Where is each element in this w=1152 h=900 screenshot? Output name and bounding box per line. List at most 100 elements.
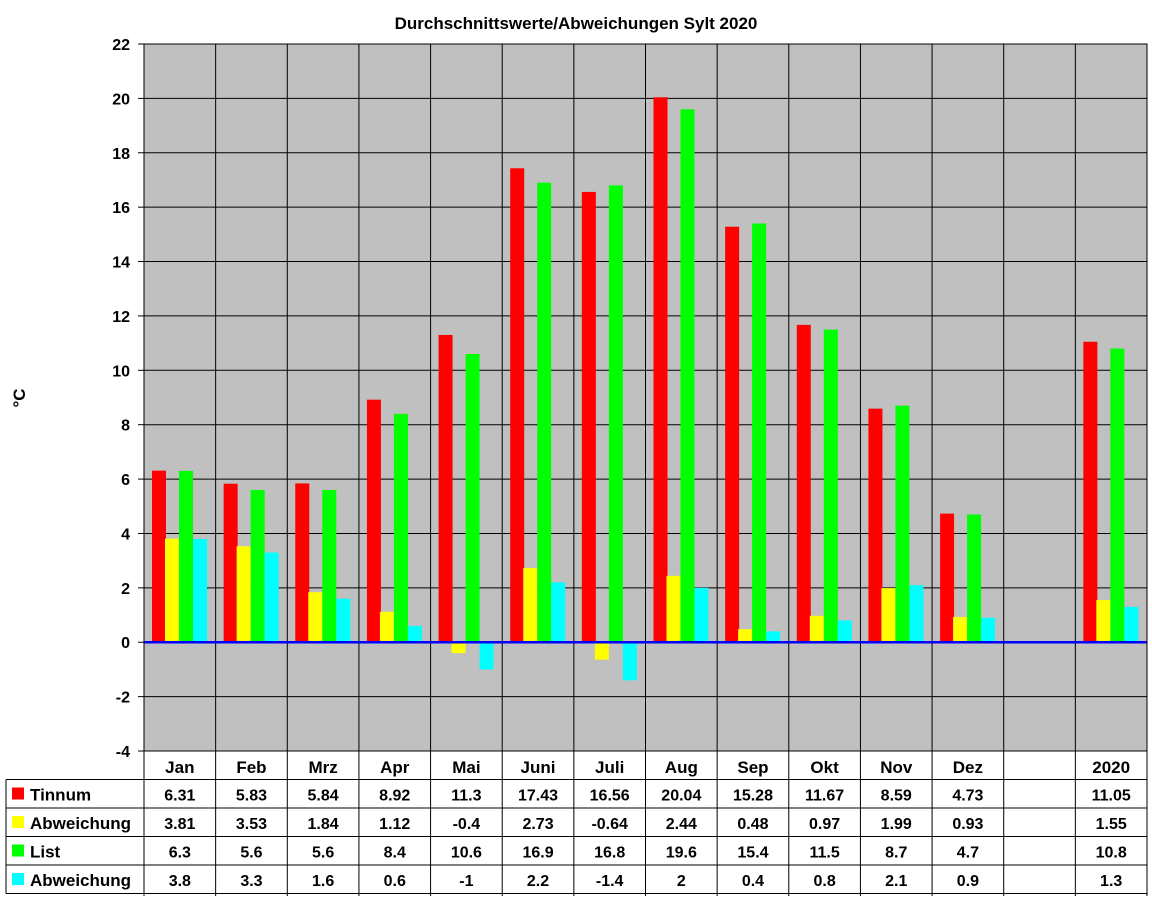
bar (1124, 606, 1139, 643)
legend-key (12, 787, 24, 800)
bar (680, 109, 695, 643)
table-cell: 5.84 (308, 788, 339, 805)
bar (250, 489, 265, 643)
table-cell: 2.2 (527, 873, 549, 890)
x-tick-label: 2020 (1092, 758, 1130, 777)
bar (981, 617, 996, 643)
legend-label: Abweichung (30, 814, 131, 833)
bar (1083, 341, 1098, 643)
table-cell: 8.4 (384, 845, 406, 862)
table-cell: 1.12 (379, 816, 410, 833)
table-cell: -0.4 (453, 816, 481, 833)
bar (322, 489, 337, 643)
bar (165, 538, 179, 643)
table-cell: 0.4 (742, 873, 764, 890)
table-cell: 0.9 (957, 873, 979, 890)
y-tick-label: 20 (112, 91, 130, 108)
bar (694, 587, 709, 643)
bar (236, 546, 251, 643)
table-cell: 4.7 (957, 845, 979, 862)
table-cell: 0.93 (952, 816, 983, 833)
bar (868, 408, 883, 643)
table-cell: 11.3 (451, 788, 481, 805)
y-tick-label: 8 (121, 418, 130, 435)
bar (295, 483, 310, 643)
table-cell: 6.31 (164, 788, 195, 805)
table-cell: 16.56 (590, 788, 630, 805)
bar (537, 182, 552, 643)
y-tick-label: -4 (116, 744, 130, 761)
table-cell: 17.43 (518, 788, 558, 805)
table-cell: 3.81 (164, 816, 195, 833)
table-cell: 16.8 (594, 845, 625, 862)
bar (608, 185, 623, 643)
y-tick-label: 0 (121, 635, 130, 652)
bar (223, 483, 238, 643)
table-cell: 0.48 (737, 816, 768, 833)
table-cell: 1.55 (1096, 816, 1127, 833)
bar (666, 575, 681, 643)
y-axis-label: °C (10, 388, 29, 407)
bar (451, 642, 466, 654)
y-tick-label: 16 (112, 200, 130, 217)
bar (366, 399, 381, 643)
bar (881, 588, 896, 643)
bar (766, 631, 781, 643)
table-cell: 8.92 (379, 788, 410, 805)
bar (581, 191, 596, 643)
table-cell: 10.6 (451, 845, 482, 862)
bar (738, 629, 753, 643)
bar (895, 405, 910, 643)
bar (940, 513, 955, 643)
bar (479, 642, 494, 670)
table-cell: 11.67 (805, 788, 844, 805)
table-cell: 3.3 (240, 873, 262, 890)
y-tick-label: 14 (112, 255, 130, 272)
x-tick-label: Nov (880, 758, 913, 777)
plot-area: -4 -2 0 2 4 6 8 10 12 14 16 18 20 22 (112, 37, 1148, 896)
legend-key (12, 873, 24, 885)
table-cell: -1 (459, 873, 473, 890)
y-tick-label: 22 (112, 37, 130, 54)
plot-border (143, 43, 1148, 752)
y-tick-label: 2 (121, 581, 130, 598)
table-cell: 1.84 (308, 816, 339, 833)
bar (308, 592, 323, 643)
y-tick-label: 6 (121, 472, 130, 489)
x-tick-label: Aug (665, 758, 698, 777)
table-cell: 1.3 (1100, 873, 1122, 890)
bar (336, 598, 351, 643)
legend-key (12, 844, 24, 857)
table-cell: 11.5 (809, 845, 839, 862)
table-cell: 0.6 (384, 873, 406, 890)
chart-title: Durchschnittswerte/Abweichungen Sylt 202… (395, 14, 758, 33)
legend-label: Abweichung (30, 871, 131, 890)
table-cell: 0.97 (809, 816, 840, 833)
x-tick-label: Jan (165, 758, 194, 777)
legend-label: List (30, 843, 61, 862)
bar (823, 329, 838, 643)
bar (1096, 600, 1111, 643)
bar (193, 538, 207, 643)
table-cell: 15.28 (733, 788, 773, 805)
y-tick-label: 10 (112, 363, 130, 380)
bar (523, 567, 538, 643)
bar (551, 582, 566, 643)
table-cell: 11.05 (1092, 788, 1131, 805)
data-table: Jan Feb Mrz Apr Mai Juni Juli Aug Sep Okt Nov Dez 20… (5, 758, 1147, 894)
legend-key (12, 816, 24, 828)
bar (152, 470, 166, 643)
table-cell: 4.73 (952, 788, 983, 805)
bar (379, 611, 394, 643)
bar (465, 353, 480, 643)
bar (653, 97, 668, 643)
bar (953, 616, 968, 643)
bar (837, 620, 852, 643)
y-tick-label: 18 (112, 146, 130, 163)
x-tick-label: Mai (452, 758, 480, 777)
x-tick-label: Juni (521, 758, 556, 777)
bar (594, 642, 609, 660)
table-cell: 5.6 (312, 845, 334, 862)
bar (622, 642, 637, 681)
